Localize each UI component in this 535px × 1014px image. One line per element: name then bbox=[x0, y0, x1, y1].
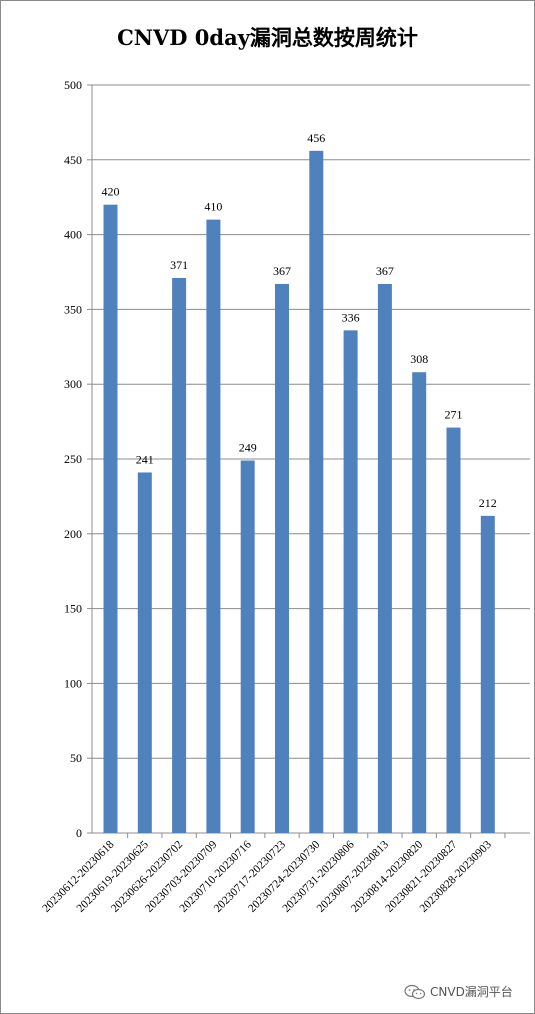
bar bbox=[172, 277, 187, 833]
bar bbox=[240, 460, 255, 833]
bar bbox=[137, 472, 152, 833]
y-tick-label: 300 bbox=[64, 377, 82, 391]
data-label: 420 bbox=[102, 185, 120, 199]
bar bbox=[480, 515, 495, 833]
bar bbox=[103, 204, 118, 833]
data-label: 241 bbox=[136, 452, 154, 466]
y-tick-label: 0 bbox=[76, 826, 82, 840]
y-tick-label: 350 bbox=[64, 302, 82, 316]
y-tick-label: 100 bbox=[64, 676, 82, 690]
bar bbox=[206, 219, 221, 833]
data-labels: 420 241 371 410 249 367 456 336 367 308 271 212 bbox=[102, 131, 497, 510]
bar bbox=[446, 427, 461, 833]
data-label: 271 bbox=[445, 408, 463, 422]
data-label: 308 bbox=[410, 352, 428, 366]
y-tick-label: 400 bbox=[64, 228, 82, 242]
y-tick-label: 500 bbox=[64, 78, 82, 92]
bar bbox=[412, 372, 427, 833]
bar bbox=[343, 330, 358, 833]
data-label: 367 bbox=[273, 264, 291, 278]
watermark-text: CNVD漏洞平台 bbox=[430, 985, 513, 999]
data-label: 336 bbox=[342, 310, 360, 324]
y-tick-label: 250 bbox=[64, 452, 82, 466]
data-label: 371 bbox=[170, 258, 188, 272]
bar bbox=[377, 283, 392, 833]
watermark: CNVD漏洞平台 bbox=[404, 983, 513, 1000]
data-label: 212 bbox=[479, 496, 497, 510]
data-label: 249 bbox=[239, 440, 257, 454]
bars bbox=[103, 150, 495, 834]
y-tick-label: 150 bbox=[64, 602, 82, 616]
y-tick-label: 200 bbox=[64, 527, 82, 541]
wechat-icon bbox=[404, 984, 426, 999]
bar bbox=[309, 150, 324, 834]
x-tick-labels: 20230612-2023061820230619-20230625202306… bbox=[40, 838, 494, 914]
data-label: 367 bbox=[376, 264, 394, 278]
data-label: 456 bbox=[307, 131, 325, 145]
chart-title: CNVD 0day漏洞总数按周统计 bbox=[117, 25, 418, 50]
y-tick-labels: 0 50 100 150 200 250 300 350 400 450 500 bbox=[64, 78, 82, 840]
y-tick-label: 50 bbox=[70, 751, 82, 765]
bar bbox=[275, 283, 289, 833]
y-tick-label: 450 bbox=[64, 153, 82, 167]
data-label: 410 bbox=[204, 200, 222, 214]
